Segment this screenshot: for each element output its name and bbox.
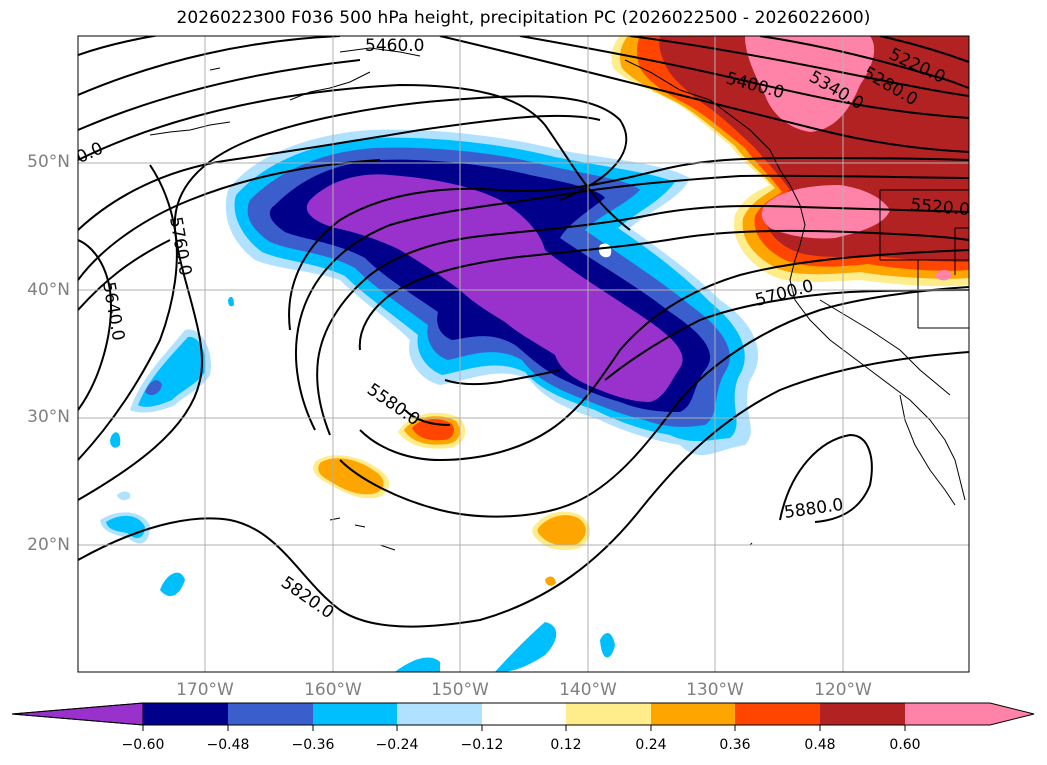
lat-label: 40°N: [27, 280, 70, 300]
colorbar-tick-label: −0.24: [375, 737, 419, 753]
colorbar-tick-label: 0.60: [889, 737, 921, 753]
lon-label: 140°W: [559, 680, 617, 700]
colorbar-tick-label: −0.48: [206, 737, 250, 753]
lat-label: 30°N: [27, 407, 70, 427]
colorbar-tick-label: 0.48: [804, 737, 836, 753]
lon-label: 120°W: [814, 680, 872, 700]
colorbar-tick-label: 0.24: [635, 737, 667, 753]
map-title: 2026022300 F036 500 hPa height, precipit…: [176, 8, 871, 28]
contour-label: 5460.0: [365, 36, 424, 56]
negative-precip-field: [100, 129, 759, 672]
colorbar: [11, 702, 1035, 731]
lon-label: 160°W: [304, 680, 362, 700]
lon-label: 130°W: [686, 680, 744, 700]
coastlines: [149, 47, 969, 551]
colorbar-tick-label: 0.12: [550, 737, 582, 753]
lat-label: 20°N: [27, 535, 70, 555]
graticule: [78, 36, 969, 672]
colorbar-tick-label: 0.36: [719, 737, 751, 753]
lon-label: 170°W: [176, 680, 234, 700]
lat-label: 50°N: [27, 152, 70, 172]
height-contours: [78, 36, 969, 628]
map-frame: [77, 35, 970, 673]
colorbar-tick-label: −0.36: [291, 737, 335, 753]
colorbar-tick-label: −0.60: [121, 737, 165, 753]
colorbar-tick-label: −0.12: [460, 737, 504, 753]
lon-label: 150°W: [431, 680, 489, 700]
